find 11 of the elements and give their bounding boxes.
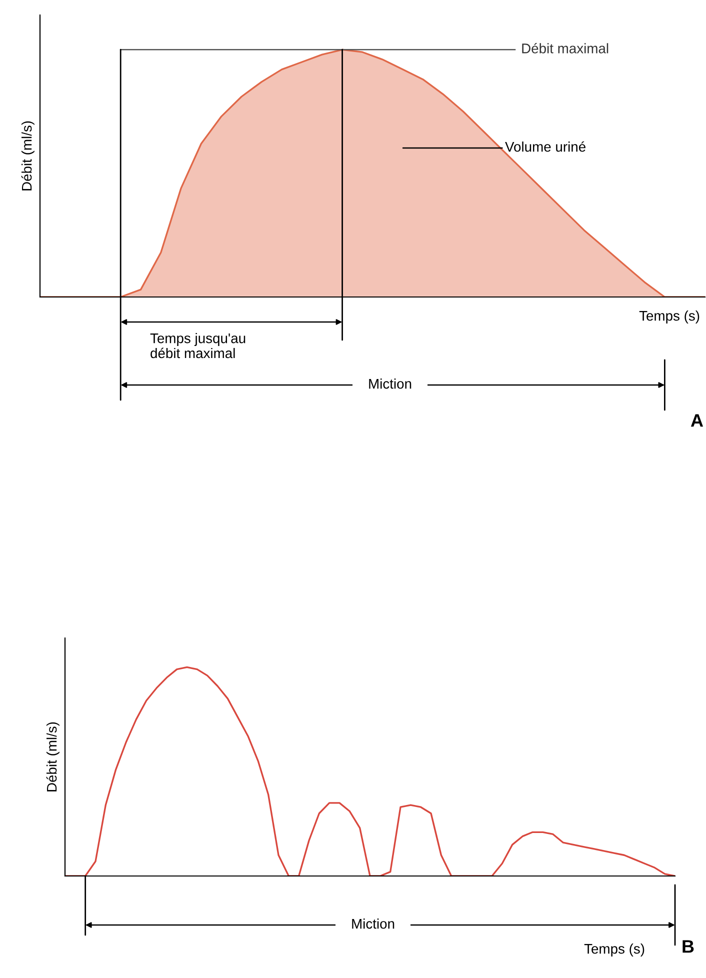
y-axis-title: Débit (ml/s) — [21, 121, 34, 190]
y-axis-title: Débit (ml/s) — [46, 722, 60, 792]
ref-line-label: Débit maximal — [522, 42, 608, 54]
text: Miction — [369, 378, 412, 389]
text: Temps (s) — [639, 310, 700, 324]
text: B — [682, 940, 694, 953]
text: A — [690, 414, 704, 427]
text: Miction — [352, 918, 394, 929]
text: Temps jusqu'au débit maximal — [150, 333, 246, 358]
annotation: Volume uriné — [505, 141, 586, 152]
text: Temps (s) — [584, 944, 644, 956]
